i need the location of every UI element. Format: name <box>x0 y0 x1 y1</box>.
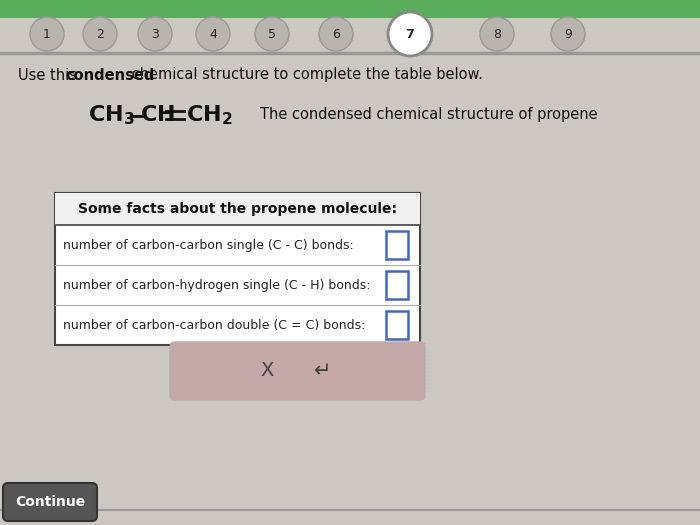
Circle shape <box>388 12 432 56</box>
Text: 5: 5 <box>268 27 276 40</box>
Text: number of carbon-carbon single (C - C) bonds:: number of carbon-carbon single (C - C) b… <box>63 238 354 251</box>
Bar <box>55 193 420 225</box>
Text: condensed: condensed <box>65 68 155 82</box>
Text: $\mathbf{CH}$: $\mathbf{CH}$ <box>140 105 175 125</box>
Circle shape <box>319 17 353 51</box>
Text: 3: 3 <box>151 27 159 40</box>
Circle shape <box>480 17 514 51</box>
Text: 6: 6 <box>332 27 340 40</box>
Bar <box>386 271 408 299</box>
Text: Continue: Continue <box>15 495 85 509</box>
Circle shape <box>551 17 585 51</box>
Bar <box>386 231 408 259</box>
Text: 1: 1 <box>43 27 51 40</box>
Text: Some facts about the propene molecule:: Some facts about the propene molecule: <box>78 202 397 216</box>
Circle shape <box>196 17 230 51</box>
Text: X: X <box>261 362 274 381</box>
Text: number of carbon-carbon double (C = C) bonds:: number of carbon-carbon double (C = C) b… <box>63 319 365 331</box>
Text: $\mathbf{CH_3}$: $\mathbf{CH_3}$ <box>88 103 134 127</box>
Text: $\mathbf{-}$: $\mathbf{-}$ <box>126 103 146 127</box>
Text: 7: 7 <box>405 27 414 40</box>
FancyBboxPatch shape <box>170 342 425 400</box>
Text: ↵: ↵ <box>314 361 331 381</box>
Text: 4: 4 <box>209 27 217 40</box>
Bar <box>0 0 700 18</box>
Circle shape <box>255 17 289 51</box>
Text: The condensed chemical structure of propene: The condensed chemical structure of prop… <box>260 108 598 122</box>
Circle shape <box>30 17 64 51</box>
Text: Use this: Use this <box>18 68 82 82</box>
Text: 2: 2 <box>96 27 104 40</box>
Text: 8: 8 <box>493 27 501 40</box>
Circle shape <box>138 17 172 51</box>
Text: $\mathbf{CH_2}$: $\mathbf{CH_2}$ <box>186 103 232 127</box>
Bar <box>386 311 408 339</box>
FancyBboxPatch shape <box>3 483 97 521</box>
Circle shape <box>83 17 117 51</box>
Bar <box>55 193 420 345</box>
Text: number of carbon-hydrogen single (C - H) bonds:: number of carbon-hydrogen single (C - H)… <box>63 278 370 291</box>
Text: chemical structure to complete the table below.: chemical structure to complete the table… <box>127 68 483 82</box>
Text: 9: 9 <box>564 27 572 40</box>
